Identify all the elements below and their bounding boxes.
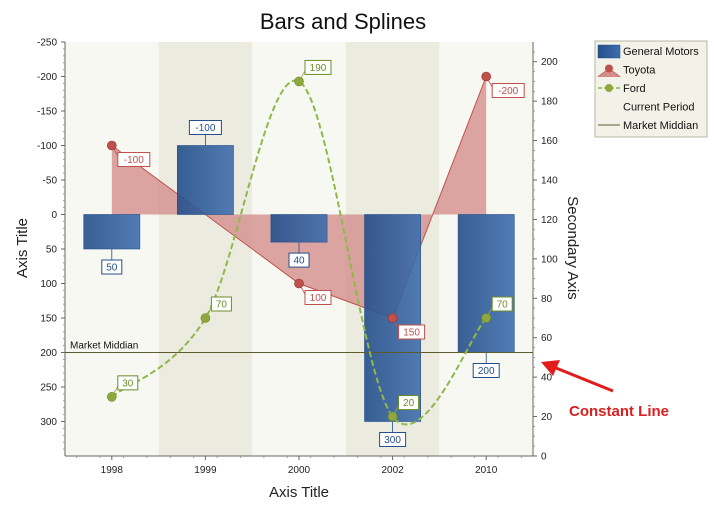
ford-label-2000: 190 — [310, 63, 327, 74]
y2-tick-label: 180 — [541, 97, 558, 108]
y-tick-label: 100 — [40, 279, 57, 290]
y2-tick-label: 200 — [541, 57, 558, 68]
toyota-label-1998: -100 — [124, 155, 144, 166]
gm-label-2000-box — [288, 252, 310, 268]
chart-title: Bars and Splines — [260, 9, 426, 34]
series-ford-spline — [111, 79, 487, 426]
gm-label-2010: 200 — [478, 366, 495, 377]
ford-label-2010-box — [491, 296, 513, 312]
legend-swatch-ford-point — [605, 84, 613, 92]
toyota-label-1998-box — [117, 152, 151, 167]
secondary-axis-title: Secondary Axis — [564, 196, 581, 299]
y-tick-label: 300 — [40, 417, 57, 428]
legend-label-2: Ford — [623, 83, 646, 95]
ford-label-1999: 70 — [216, 300, 228, 311]
constant-line-annotation: Constant Line — [569, 403, 669, 420]
y-tick-label: -100 — [37, 141, 57, 152]
bar-gm-2000 — [270, 214, 328, 243]
y2-tick-label: 40 — [541, 373, 553, 384]
y2-tick-label: 80 — [541, 294, 553, 305]
ford-label-1999-box — [210, 296, 232, 312]
y2-tick-label: 60 — [541, 333, 553, 344]
gm-label-1999: -100 — [195, 123, 215, 134]
toyota-label-2010-box — [491, 83, 525, 98]
y-tick-label: 250 — [40, 383, 57, 394]
x-tick-label-2000: 2000 — [288, 465, 311, 476]
toyota-label-2010: -200 — [498, 86, 518, 97]
y2-tick-label: 20 — [541, 412, 553, 423]
y2-tick-label: 140 — [541, 176, 558, 187]
y-tick-label: 200 — [40, 348, 57, 359]
y-tick-label: 150 — [40, 314, 57, 325]
constant-line-label: Market Middian — [70, 341, 138, 352]
y-tick-label: -50 — [43, 176, 58, 187]
ford-label-1998: 30 — [122, 378, 134, 389]
gm-label-2002: 300 — [384, 435, 401, 446]
y-tick-label: -150 — [37, 107, 57, 118]
legend-swatch-toyota-point — [605, 64, 613, 73]
annotation-arrow — [541, 360, 614, 393]
bar-gm-1999 — [177, 145, 234, 215]
y-tick-label: -250 — [37, 38, 57, 49]
x-tick-label-2002: 2002 — [381, 465, 404, 476]
y-tick-label: -200 — [37, 72, 57, 83]
toyota-label-2000-box — [304, 290, 332, 305]
legend-swatch-general-motors — [597, 44, 621, 59]
ford-label-2002: 20 — [403, 398, 415, 409]
y-tick-label: 50 — [46, 245, 58, 256]
x-tick-label-2010: 2010 — [475, 465, 498, 476]
gm-label-2002-box — [379, 432, 407, 447]
toyota-label-2002-box — [398, 324, 426, 340]
legend-label-3: Current Period — [623, 102, 695, 114]
y2-tick-label: 160 — [541, 136, 558, 147]
gm-label-1998: 50 — [106, 263, 118, 274]
y-tick-label: 0 — [51, 210, 57, 221]
gm-label-1998-box — [101, 259, 123, 275]
y2-tick-label: 100 — [541, 254, 558, 265]
ford-label-1998-box — [117, 375, 139, 391]
annotation-arrow-shaft — [555, 366, 614, 393]
legend-label-0: General Motors — [623, 46, 699, 58]
y-axis-title: Axis Title — [14, 218, 31, 278]
x-tick-label-1999: 1999 — [194, 465, 217, 476]
legend-label-4: Market Middian — [623, 120, 698, 132]
plot-layer: Market Middian50-10040300200-100100150-2… — [37, 38, 558, 477]
x-tick-label-1998: 1998 — [101, 465, 124, 476]
annotation-arrow-head — [541, 360, 560, 376]
legend-label-1: Toyota — [623, 65, 656, 77]
bar-gm-1998 — [83, 214, 141, 250]
gm-label-2000: 40 — [293, 256, 305, 267]
y2-tick-label: 120 — [541, 215, 558, 226]
toyota-label-2000: 100 — [310, 293, 327, 304]
ford-label-2000-box — [304, 59, 332, 75]
x-axis-title: Axis Title — [269, 484, 329, 501]
bar-gm-2010 — [457, 214, 515, 353]
gm-label-1999-box — [188, 120, 222, 135]
toyota-label-2002: 150 — [403, 328, 420, 339]
y2-tick-label: 0 — [541, 452, 547, 463]
ford-label-2010: 70 — [497, 300, 509, 311]
plot-strip-1999 — [158, 42, 253, 456]
gm-label-2010-box — [472, 363, 500, 378]
legend: General Motors Toyota Ford Current Period Ma… — [594, 40, 708, 138]
ford-label-2002-box — [398, 395, 420, 411]
